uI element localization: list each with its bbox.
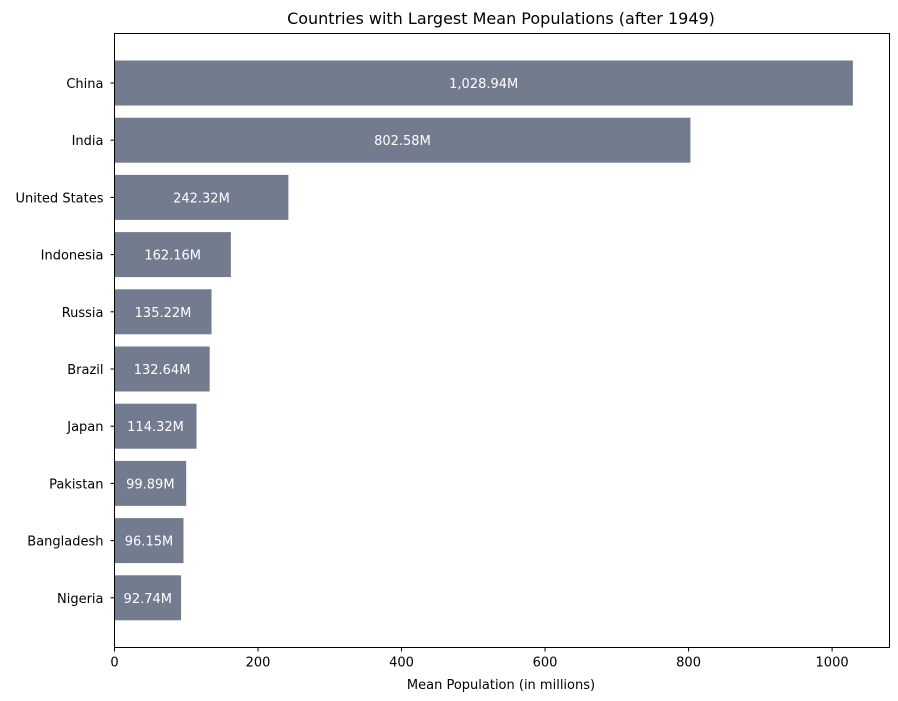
data-label: 135.22M: [135, 306, 192, 321]
y-tick-labels: China India United States Indonesia Russia Br…: [15, 77, 115, 607]
bar-bangladesh: [114, 518, 184, 564]
x-tick-label: 0: [110, 656, 118, 671]
data-label: 92.74M: [124, 592, 172, 607]
data-label: 132.64M: [134, 363, 191, 378]
x-axis-label: Mean Population (in millions): [407, 678, 595, 693]
data-label: 114.32M: [127, 420, 184, 435]
x-tick-label: 400: [389, 656, 414, 671]
x-tick-label: 1000: [816, 656, 849, 671]
bar-brazil: [114, 346, 210, 392]
y-tick-label: China: [66, 77, 103, 92]
y-tick-label: Japan: [66, 420, 103, 435]
x-tick-label: 800: [676, 656, 701, 671]
bar-nigeria: [114, 575, 182, 621]
bar-indonesia: [114, 232, 231, 278]
data-label: 96.15M: [125, 535, 173, 550]
plot-frame: [114, 33, 890, 648]
y-tick-label: Indonesia: [41, 249, 104, 264]
bar-pakistan: [114, 460, 187, 506]
data-label: 99.89M: [126, 477, 174, 492]
y-tick-label: United States: [15, 191, 103, 206]
bar-china: [114, 60, 853, 106]
y-tick-label: Pakistan: [49, 477, 103, 492]
bar-russia: [114, 289, 212, 335]
y-tick-label: Bangladesh: [27, 535, 103, 550]
data-label: 162.16M: [144, 249, 201, 264]
y-tick-label: Brazil: [67, 363, 103, 378]
data-label: 802.58M: [374, 134, 431, 149]
y-tick-label: Russia: [62, 306, 104, 321]
bar-united-states: [114, 174, 289, 220]
x-tick-label: 200: [246, 656, 271, 671]
chart-title: Countries with Largest Mean Populations …: [287, 9, 715, 28]
x-tick-label: 600: [533, 656, 558, 671]
bar-india: [114, 117, 691, 163]
bars-layer: 1,028.94M 802.58M 242.32M 162.16M 135.22M 132…: [114, 60, 853, 621]
y-tick-label: India: [72, 134, 104, 149]
y-tick-label: Nigeria: [57, 592, 104, 607]
data-label: 242.32M: [173, 191, 230, 206]
bar-japan: [114, 403, 197, 449]
x-ticks: 0 200 400 600 800 1000: [110, 647, 849, 671]
data-label: 1,028.94M: [449, 77, 518, 92]
